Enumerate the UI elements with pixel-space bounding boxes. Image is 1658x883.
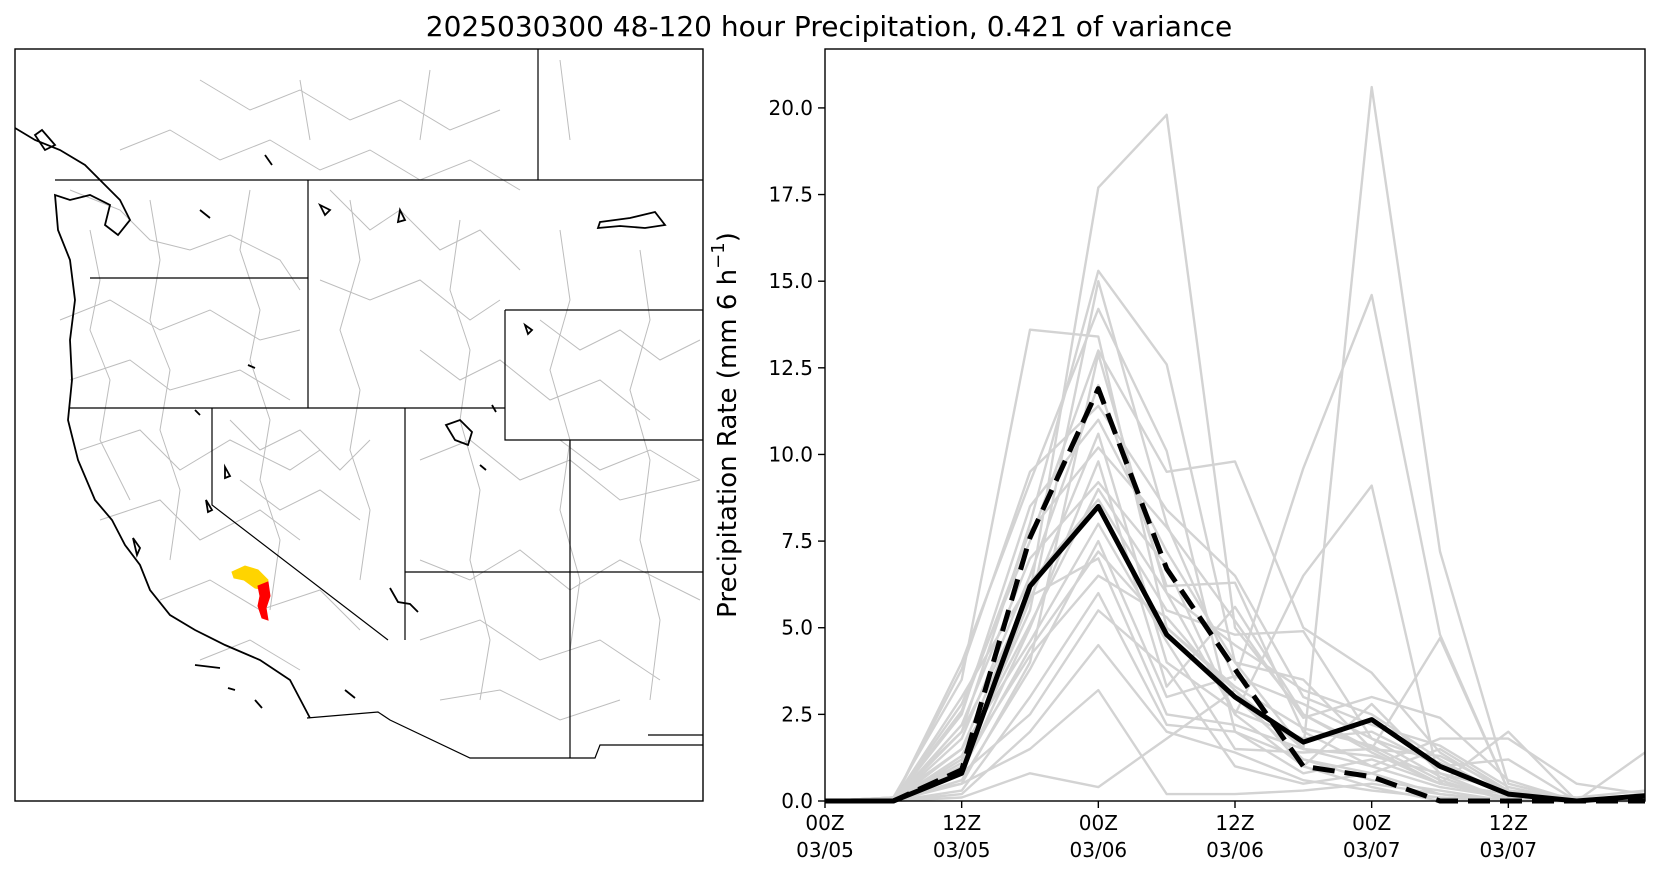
x-tick-label-time: 00Z bbox=[805, 811, 844, 835]
coastline bbox=[15, 127, 667, 719]
map-panel bbox=[14, 48, 704, 802]
chart-panel: 0.0 2.5 5.0 7.5 10.0 12.5 15.0 17.5 20.0 00Z 03/0… bbox=[708, 48, 1646, 862]
map-frame bbox=[14, 48, 704, 802]
y-tick-label: 5.0 bbox=[781, 616, 813, 640]
y-tick-label: 7.5 bbox=[781, 529, 813, 553]
x-tick-label-time: 12Z bbox=[942, 811, 981, 835]
x-tick-label-time: 12Z bbox=[1215, 811, 1254, 835]
y-tick-label: 15.0 bbox=[768, 269, 813, 293]
x-tick-label-time: 12Z bbox=[1489, 811, 1528, 835]
x-tick-label-date: 03/07 bbox=[1480, 838, 1538, 862]
member-line-8 bbox=[825, 383, 1646, 803]
member-line-23 bbox=[825, 404, 1645, 803]
x-tick-label-date: 03/06 bbox=[1206, 838, 1264, 862]
state-borders bbox=[55, 49, 703, 759]
x-tick-label-date: 03/07 bbox=[1343, 838, 1401, 862]
basin-boundaries bbox=[59, 59, 701, 721]
y-tick-label: 20.0 bbox=[768, 96, 813, 120]
member-line-13 bbox=[825, 498, 1645, 803]
x-tick-label-time: 00Z bbox=[1079, 811, 1118, 835]
y-tick-label: 10.0 bbox=[768, 442, 813, 466]
x-tick-label-date: 03/06 bbox=[1070, 838, 1128, 862]
member-line-24 bbox=[825, 446, 1646, 803]
y-tick-label: 12.5 bbox=[768, 356, 813, 380]
x-tick-label-time: 00Z bbox=[1352, 811, 1391, 835]
mean-series-line bbox=[825, 503, 1646, 804]
y-tick-label: 0.0 bbox=[781, 789, 813, 813]
x-axis: 00Z 03/05 12Z 03/05 00Z 03/06 12Z 03/06 00Z 03/07… bbox=[796, 801, 1537, 862]
x-tick-label-date: 03/05 bbox=[933, 838, 991, 862]
member-line-14 bbox=[825, 522, 1645, 803]
highlight-basin-lower bbox=[257, 581, 271, 621]
x-tick-label-date: 03/05 bbox=[796, 838, 854, 862]
y-tick-label: 17.5 bbox=[768, 183, 813, 207]
chart-title: 2025030300 48-120 hour Precipitation, 0.… bbox=[425, 10, 1233, 43]
y-axis-label: Precipitation Rate (mm 6 h−1) bbox=[708, 232, 743, 618]
member-line-25 bbox=[825, 487, 1645, 803]
y-tick-label: 2.5 bbox=[781, 702, 813, 726]
y-axis: 0.0 2.5 5.0 7.5 10.0 12.5 15.0 17.5 20.0 bbox=[768, 96, 825, 813]
